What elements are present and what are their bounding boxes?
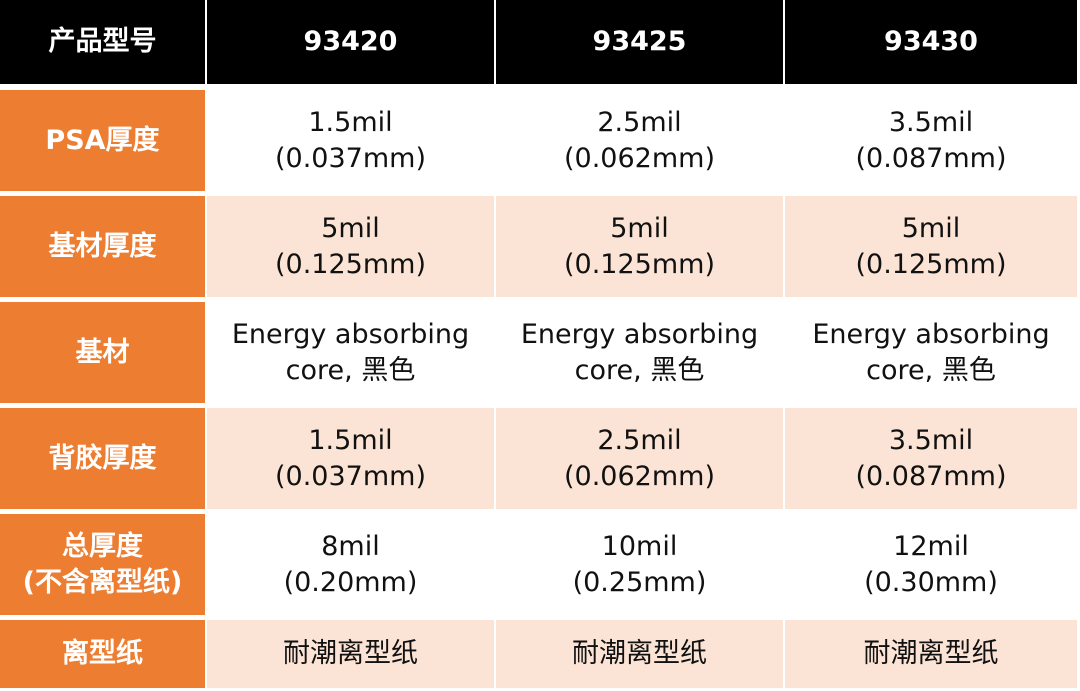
row-label: 基材	[0, 302, 205, 403]
cell-text: 93420	[303, 26, 398, 57]
cell-text: 5mil	[901, 212, 961, 244]
table-cell: 8mil (0.20mm)	[207, 514, 494, 615]
cell-text: 产品型号	[48, 26, 157, 57]
table-cell: 3.5mil (0.087mm)	[785, 408, 1077, 509]
cell-text: 耐潮离型纸	[863, 638, 999, 669]
cell-text: (0.087mm)	[855, 460, 1007, 492]
cell-text: (0.125mm)	[855, 248, 1007, 280]
table-cell: Energy absorbing core, 黑色	[785, 302, 1077, 403]
row-label: 基材厚度	[0, 196, 205, 297]
table-cell: 1.5mil (0.037mm)	[207, 408, 494, 509]
table-cell: 3.5mil (0.087mm)	[785, 90, 1077, 191]
cell-text: (不含离型纸)	[22, 566, 183, 598]
cell-text: 2.5mil	[597, 106, 682, 138]
cell-text: 背胶厚度	[48, 442, 157, 474]
cell-text: PSA厚度	[45, 124, 160, 156]
cell-text: (0.25mm)	[572, 566, 707, 598]
table-cell: 2.5mil (0.062mm)	[496, 90, 783, 191]
row-label: 总厚度 (不含离型纸)	[0, 514, 205, 615]
row-label: PSA厚度	[0, 90, 205, 191]
cell-text: core, 黑色	[574, 354, 705, 386]
cell-text: 离型纸	[62, 638, 143, 669]
table-cell: 耐潮离型纸	[785, 620, 1077, 688]
header-cell: 93420	[207, 0, 494, 84]
cell-text: Energy absorbing	[231, 318, 470, 350]
cell-text: Energy absorbing	[812, 318, 1050, 350]
header-cell: 93430	[785, 0, 1077, 84]
cell-text: Energy absorbing	[520, 318, 759, 350]
table-cell: Energy absorbing core, 黑色	[207, 302, 494, 403]
cell-text: 1.5mil	[308, 424, 393, 456]
cell-text: (0.037mm)	[275, 142, 426, 174]
table-cell: Energy absorbing core, 黑色	[496, 302, 783, 403]
cell-text: 8mil	[321, 530, 380, 562]
cell-text: core, 黑色	[285, 354, 416, 386]
table-cell: 1.5mil (0.037mm)	[207, 90, 494, 191]
cell-text: 基材	[75, 336, 130, 368]
table-cell: 5mil (0.125mm)	[785, 196, 1077, 297]
cell-text: 12mil	[893, 530, 969, 562]
cell-text: 耐潮离型纸	[283, 638, 418, 669]
cell-text: 3.5mil	[888, 424, 974, 456]
cell-text: core, 黑色	[866, 354, 996, 386]
cell-text: 93425	[592, 26, 687, 57]
table-cell: 10mil (0.25mm)	[496, 514, 783, 615]
cell-text: 耐潮离型纸	[572, 638, 707, 669]
table-cell: 2.5mil (0.062mm)	[496, 408, 783, 509]
cell-text: (0.062mm)	[564, 460, 715, 492]
cell-text: (0.20mm)	[283, 566, 418, 598]
table-cell: 耐潮离型纸	[207, 620, 494, 688]
header-cell: 93425	[496, 0, 783, 84]
cell-text: 5mil	[321, 212, 380, 244]
table-cell: 5mil (0.125mm)	[207, 196, 494, 297]
cell-text: 总厚度	[62, 530, 143, 562]
cell-text: 3.5mil	[888, 106, 974, 138]
cell-text: (0.037mm)	[275, 460, 426, 492]
table-cell: 12mil (0.30mm)	[785, 514, 1077, 615]
row-label: 离型纸	[0, 620, 205, 688]
cell-text: 基材厚度	[48, 230, 157, 262]
table-cell: 5mil (0.125mm)	[496, 196, 783, 297]
cell-text: (0.125mm)	[564, 248, 715, 280]
cell-text: 5mil	[610, 212, 669, 244]
cell-text: (0.125mm)	[275, 248, 426, 280]
row-label: 背胶厚度	[0, 408, 205, 509]
cell-text: 10mil	[601, 530, 678, 562]
cell-text: (0.062mm)	[564, 142, 715, 174]
cell-text: 2.5mil	[597, 424, 682, 456]
cell-text: (0.087mm)	[855, 142, 1007, 174]
header-cell: 产品型号	[0, 0, 205, 84]
table-cell: 耐潮离型纸	[496, 620, 783, 688]
cell-text: 1.5mil	[308, 106, 393, 138]
cell-text: 93430	[884, 26, 978, 57]
cell-text: (0.30mm)	[864, 566, 998, 598]
